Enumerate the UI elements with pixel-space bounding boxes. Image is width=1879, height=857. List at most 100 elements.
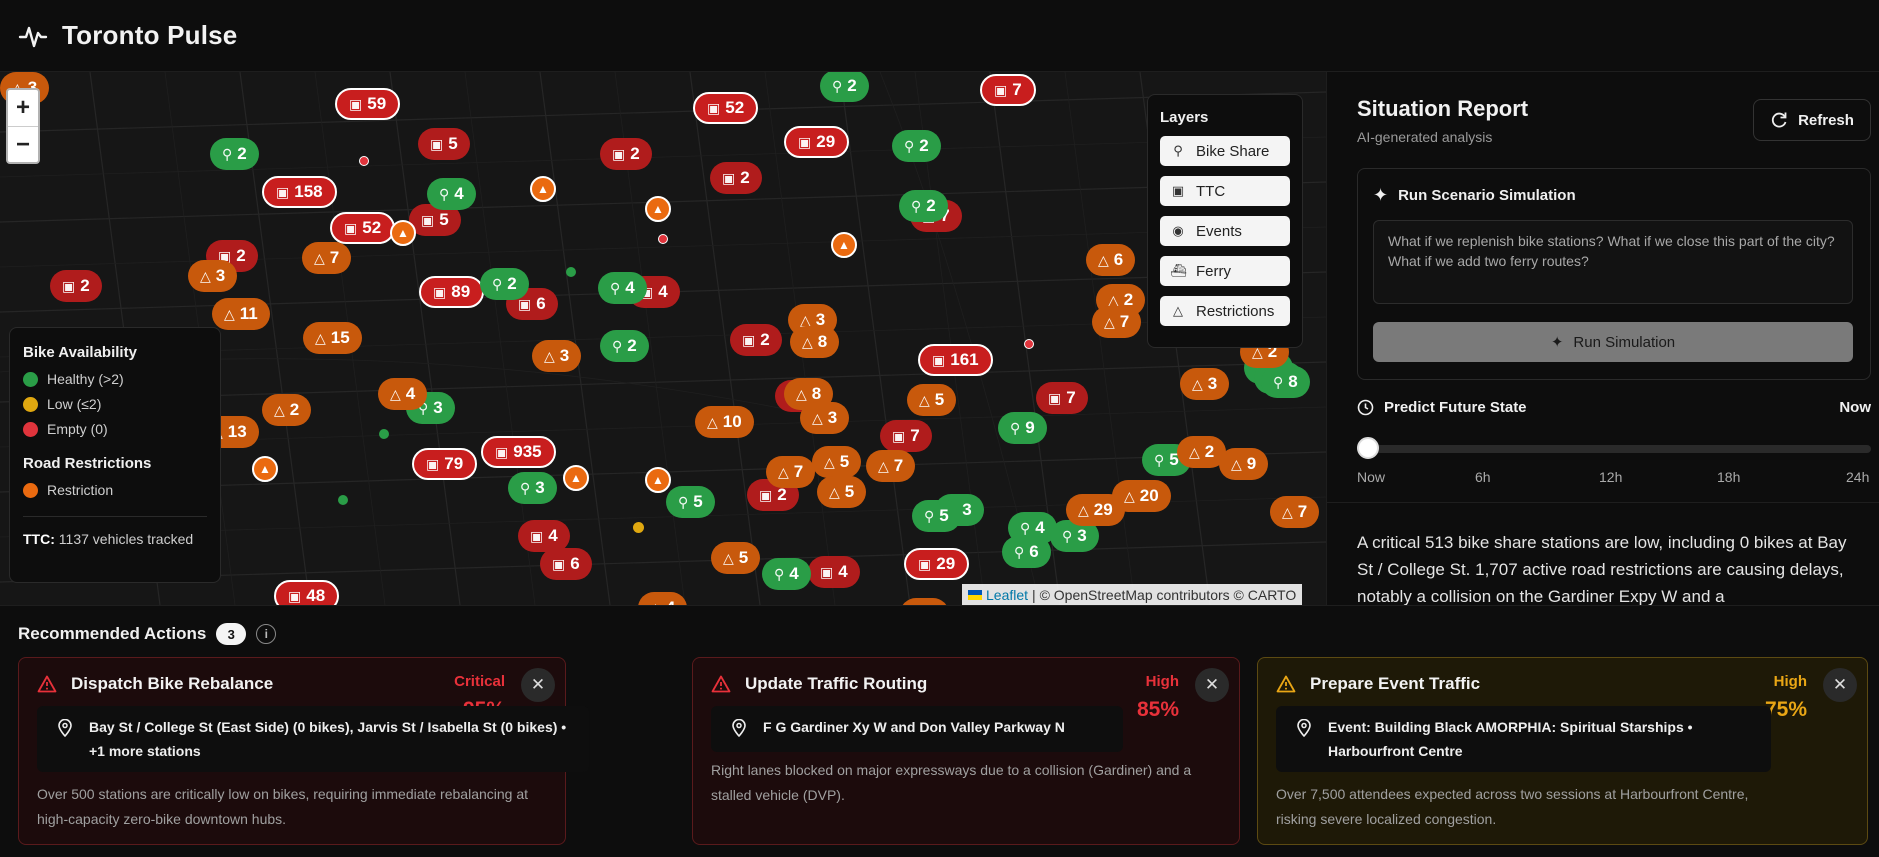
bike-cluster-marker[interactable]: ⚲2 (820, 72, 869, 102)
restriction-cluster-marker[interactable]: △ 5 (817, 476, 867, 508)
restriction-cluster-marker[interactable]: △ 5 (711, 542, 761, 574)
ttc-cluster-marker[interactable]: ▣7 (980, 74, 1036, 106)
restriction-cluster-marker[interactable]: △ 7 (302, 242, 352, 274)
ttc-cluster-marker[interactable]: ▣4 (808, 556, 860, 588)
restriction-cluster-marker[interactable]: △ 8 (790, 326, 840, 358)
ttc-cluster-marker[interactable]: ▣ 158 (262, 176, 337, 208)
bike-icon: ⚲ (774, 565, 785, 582)
restriction-cluster-marker[interactable]: △3 (1180, 368, 1230, 400)
layer-toggle-ferry[interactable]: ⛴ Ferry (1160, 256, 1290, 286)
ttc-cluster-marker[interactable]: ▣ 52 (693, 92, 759, 124)
ttc-cluster-marker[interactable]: ▣7 (1036, 382, 1088, 414)
bike-cluster-marker[interactable]: ⚲ 9 (998, 412, 1047, 444)
restriction-pin-icon[interactable]: ▲ (530, 176, 556, 202)
ttc-cluster-marker[interactable]: ▣ 29 (904, 548, 970, 580)
restriction-pin-icon[interactable]: ▲ (831, 232, 857, 258)
restriction-cluster-marker[interactable]: △ 7 (866, 450, 916, 482)
restriction-cluster-marker[interactable]: △ 5 (907, 384, 957, 416)
ttc-cluster-marker[interactable]: ▣2 (600, 138, 652, 170)
dismiss-button[interactable]: ✕ (1823, 668, 1857, 702)
refresh-button[interactable]: Refresh (1753, 99, 1871, 141)
location-text: Event: Building Black AMORPHIA: Spiritua… (1328, 719, 1693, 759)
restriction-cluster-marker[interactable]: △ 10 (695, 406, 754, 438)
restriction-cluster-marker[interactable]: △3 (188, 260, 238, 292)
empty-station-dot[interactable] (658, 234, 668, 244)
healthy-station-dot[interactable] (566, 267, 576, 277)
restriction-cluster-marker[interactable]: △3 (532, 340, 582, 372)
restriction-pin-icon[interactable]: ▲ (645, 196, 671, 222)
restriction-cluster-marker[interactable]: △ 7 (1092, 306, 1142, 338)
bike-cluster-marker[interactable]: ⚲2 (899, 190, 948, 222)
ttc-cluster-marker[interactable]: ▣ 935 (481, 436, 556, 468)
restriction-cluster-marker[interactable]: △ 7 (766, 456, 816, 488)
bike-cluster-marker[interactable]: ⚲ 6 (1002, 536, 1051, 568)
bike-cluster-marker[interactable]: ⚲ 4 (598, 272, 647, 304)
layer-toggle-restrictions[interactable]: △ Restrictions (1160, 296, 1290, 326)
restriction-cluster-marker[interactable]: △3 (800, 402, 850, 434)
bike-cluster-marker[interactable]: ⚲ 8 (1261, 366, 1310, 398)
action-card-event-traffic[interactable]: Prepare Event Traffic High 75% ✕ Event: … (1257, 657, 1868, 845)
bike-cluster-marker[interactable]: ⚲2 (210, 138, 259, 170)
restriction-pin-icon[interactable]: ▲ (390, 220, 416, 246)
ttc-cluster-marker[interactable]: ▣ 89 (419, 276, 485, 308)
layer-toggle-events[interactable]: ◉ Events (1160, 216, 1290, 246)
ttc-cluster-marker[interactable]: ▣ 59 (335, 88, 401, 120)
restriction-cluster-marker[interactable]: △ 6 (1086, 244, 1136, 276)
ttc-cluster-marker[interactable]: ▣ 6 (540, 548, 592, 580)
restriction-cluster-marker[interactable]: △ 20 (1112, 480, 1171, 512)
dismiss-button[interactable]: ✕ (1195, 668, 1229, 702)
info-icon[interactable]: i (256, 624, 277, 644)
zoom-out-button[interactable]: − (8, 126, 38, 162)
action-card-bike-rebalance[interactable]: Dispatch Bike Rebalance Critical 95% ✕ B… (18, 657, 589, 845)
ttc-cluster-marker[interactable]: ▣ 79 (412, 448, 478, 480)
restriction-pin-icon[interactable]: ▲ (563, 465, 589, 491)
ttc-cluster-marker[interactable]: ▣ 29 (784, 126, 850, 158)
run-simulation-button[interactable]: ✦ Run Simulation (1373, 322, 1853, 362)
ttc-cluster-marker[interactable]: ▣ 5 (418, 128, 470, 160)
layer-toggle-ttc[interactable]: ▣ TTC (1160, 176, 1290, 206)
restriction-pin-icon[interactable]: ▲ (645, 467, 671, 493)
healthy-station-dot[interactable] (338, 495, 348, 505)
ttc-cluster-marker[interactable]: ▣2 (710, 162, 762, 194)
healthy-station-dot[interactable] (379, 429, 389, 439)
low-station-dot[interactable] (633, 522, 644, 533)
city-map[interactable]: ▣ 59 ▣ 52 ▣ 7 ▣ 29 ▣ 158 ▣ 52 ▣ 89 ▣ 161 ▣ 79 ▣ 935 ▣ 29 ▣ 48 ▣ 2… (0, 72, 1326, 605)
restriction-cluster-marker[interactable]: △ 15 (303, 322, 362, 354)
leaflet-link[interactable]: Leaflet (986, 586, 1029, 603)
bike-cluster-marker[interactable]: ⚲ 5 (912, 500, 961, 532)
restriction-cluster-marker[interactable]: △ 2 (1177, 436, 1227, 468)
ttc-cluster-marker[interactable]: ▣ 161 (918, 344, 993, 376)
layer-toggle-bike-share[interactable]: ⚲ Bike Share (1160, 136, 1290, 166)
scenario-input[interactable] (1373, 220, 1853, 304)
restriction-cluster-marker[interactable]: △ 2 (262, 394, 312, 426)
restriction-cluster-marker[interactable]: △ 7 (1270, 496, 1320, 528)
action-card-traffic-routing[interactable]: Update Traffic Routing High 85% ✕ F G Ga… (692, 657, 1240, 845)
bike-cluster-marker[interactable]: ⚲3 (508, 472, 557, 504)
restriction-cluster-marker[interactable]: △ 11 (212, 298, 270, 330)
restriction-cluster-marker[interactable]: △ 5 (812, 446, 862, 478)
dismiss-button[interactable]: ✕ (521, 668, 555, 702)
bike-cluster-marker[interactable]: ⚲2 (480, 268, 529, 300)
empty-station-dot[interactable] (359, 156, 369, 166)
restriction-cluster-marker[interactable]: △ 29 (1066, 494, 1125, 526)
ttc-cluster-marker[interactable]: ▣2 (730, 324, 782, 356)
bike-cluster-marker[interactable]: ⚲2 (892, 130, 941, 162)
bike-cluster-marker[interactable]: ⚲2 (600, 330, 649, 362)
empty-station-dot[interactable] (1024, 339, 1034, 349)
ttc-cluster-marker[interactable]: ▣ 52 (330, 212, 396, 244)
ttc-cluster-marker[interactable]: ▣4 (518, 520, 570, 552)
bike-cluster-marker[interactable]: ⚲ 4 (762, 558, 811, 590)
time-slider-handle[interactable] (1357, 437, 1379, 459)
ttc-cluster-marker[interactable]: ▣ 48 (274, 580, 340, 605)
bike-cluster-marker[interactable]: ⚲ 5 (666, 486, 715, 518)
restriction-cluster-marker[interactable]: △3 (900, 598, 950, 605)
bike-cluster-marker[interactable]: ⚲ 4 (427, 178, 476, 210)
restriction-pin-icon[interactable]: ▲ (252, 456, 278, 482)
restriction-cluster-marker[interactable]: △4 (638, 592, 688, 605)
zoom-in-button[interactable]: + (15, 94, 30, 121)
ttc-cluster-marker[interactable]: ▣7 (880, 420, 932, 452)
ttc-cluster-marker[interactable]: ▣2 (50, 270, 102, 302)
restriction-cluster-marker[interactable]: △ 9 (1219, 448, 1269, 480)
restriction-cluster-marker[interactable]: △4 (378, 378, 428, 410)
time-slider-track[interactable] (1357, 445, 1871, 453)
